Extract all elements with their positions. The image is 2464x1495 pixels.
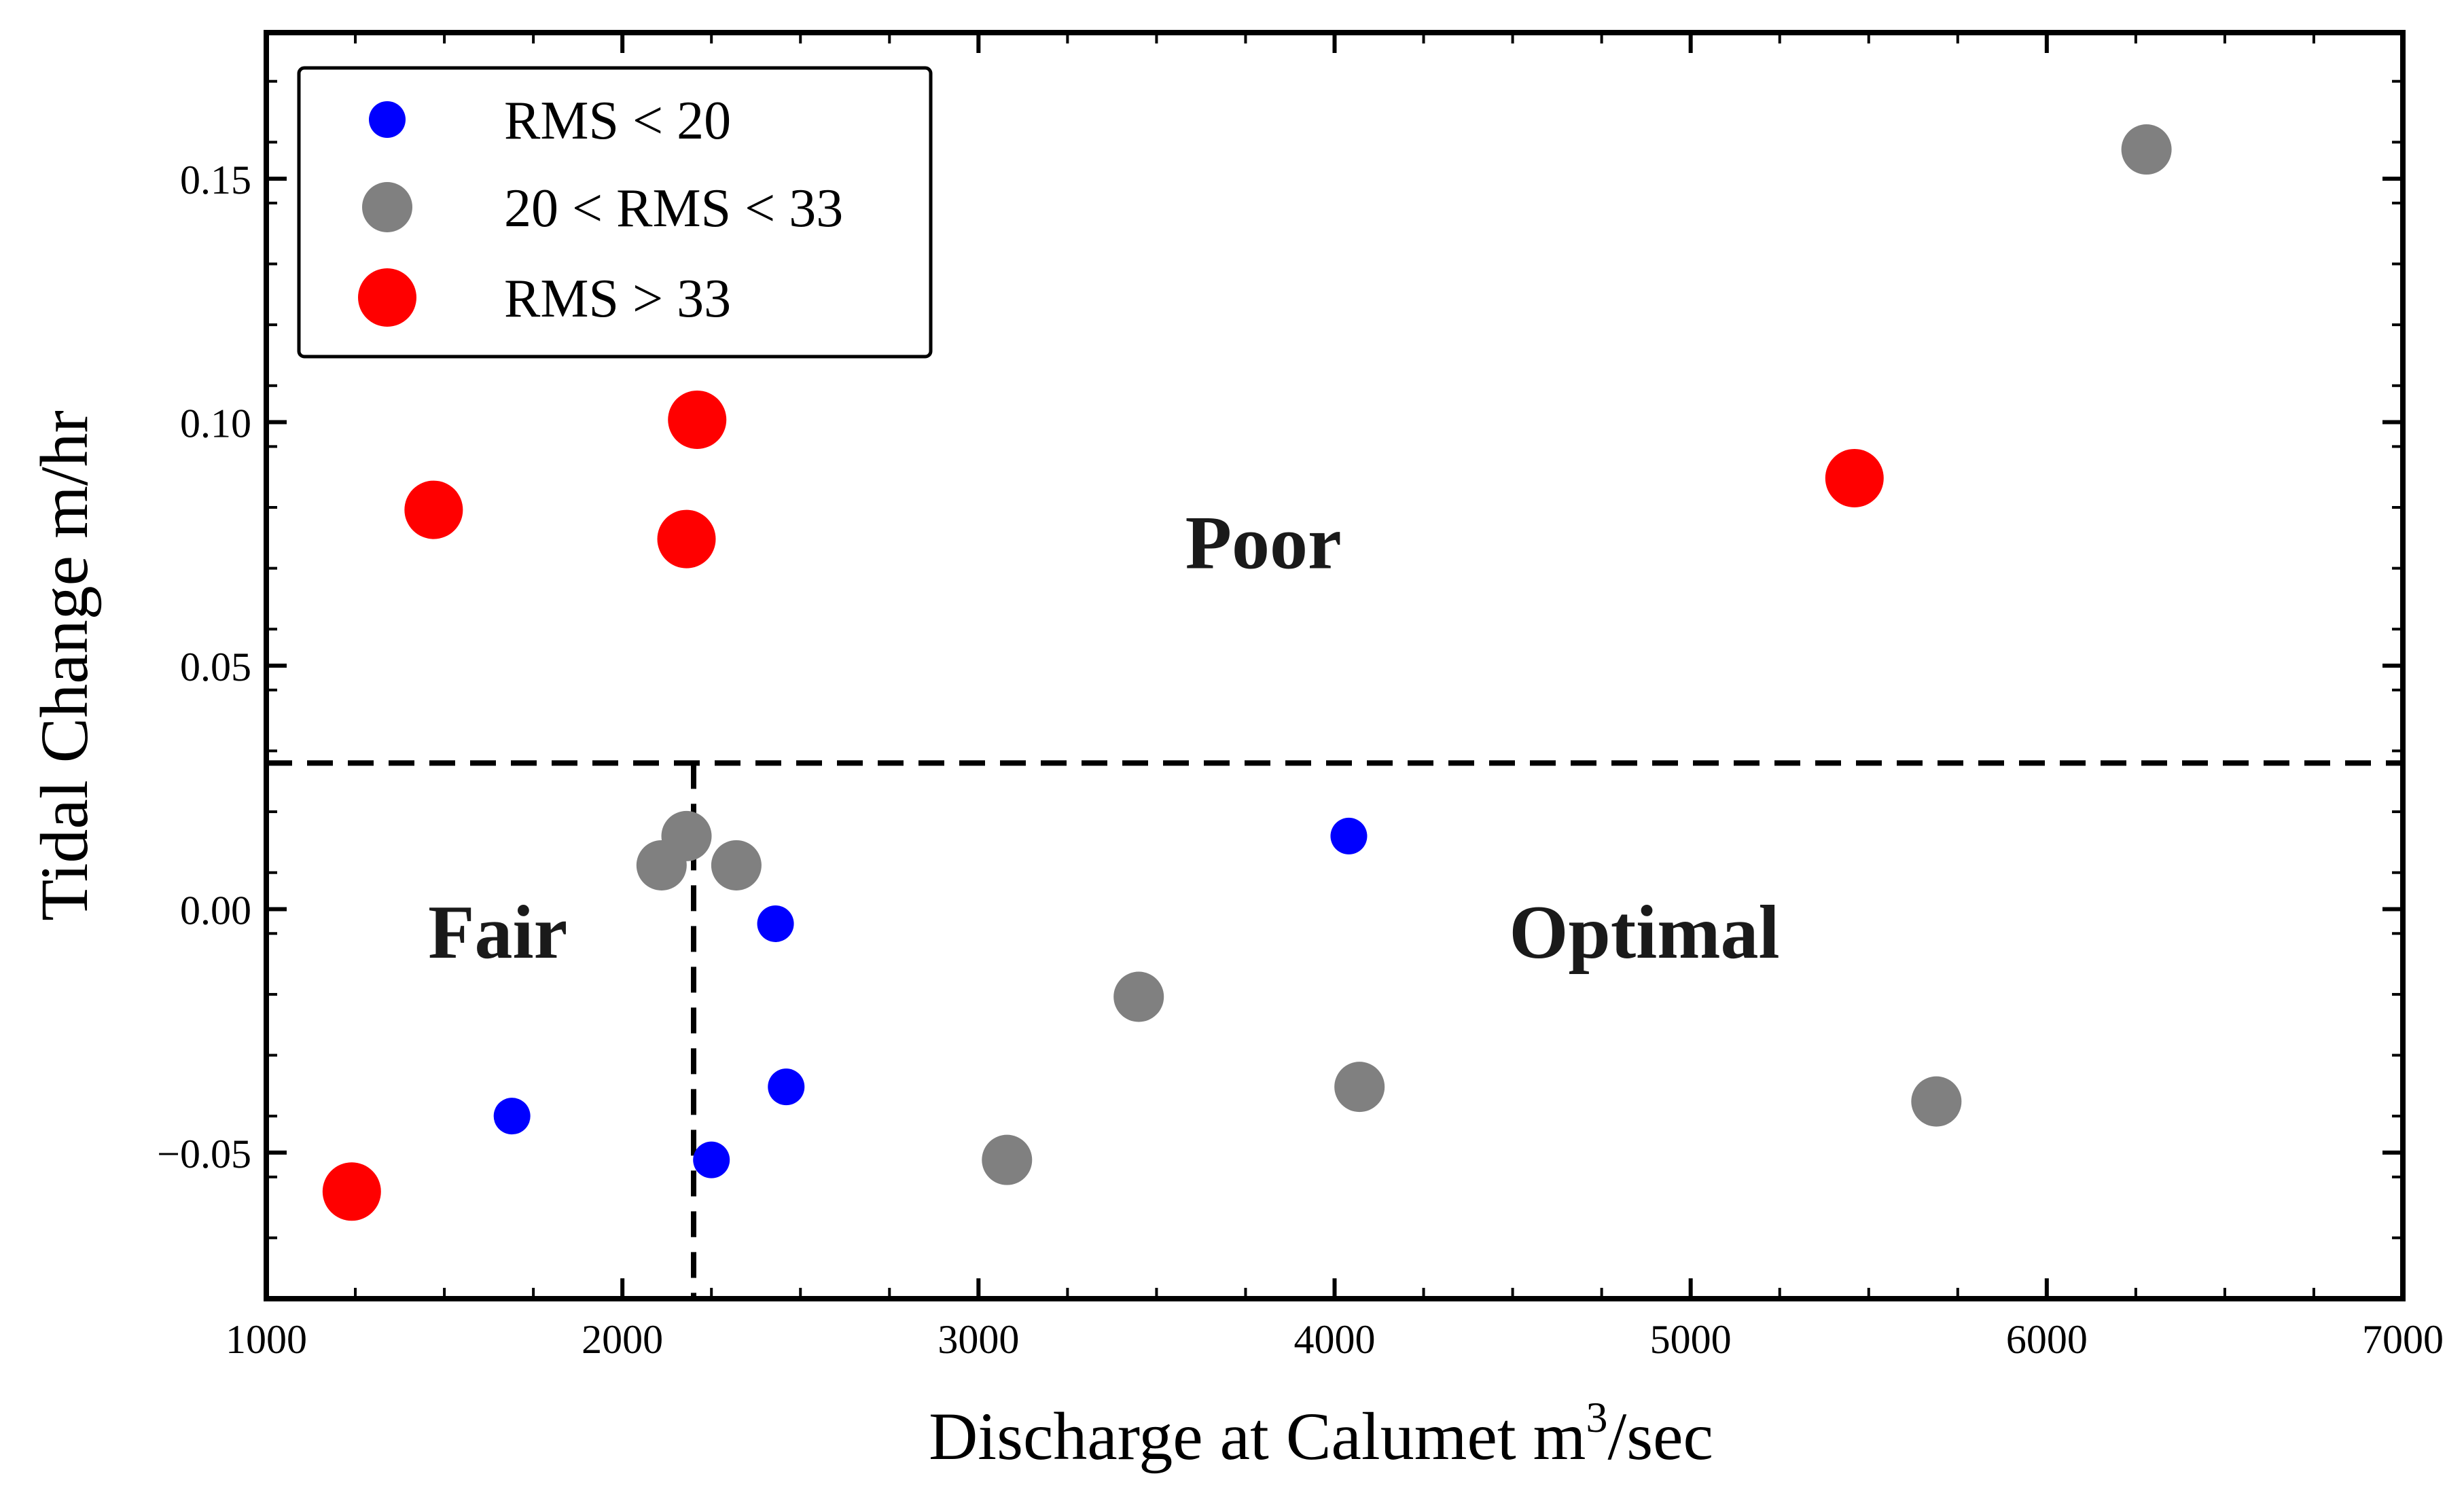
region-label-poor: Poor bbox=[1185, 501, 1342, 586]
y-tick-label: −0.05 bbox=[157, 1132, 251, 1176]
legend-label-3: RMS > 33 bbox=[504, 269, 731, 329]
y-axis-title: Tidal Change m/hr bbox=[26, 410, 102, 921]
legend-label-1: RMS < 20 bbox=[504, 91, 731, 151]
data-point-series-3 bbox=[1825, 448, 1884, 507]
data-point-series-3 bbox=[404, 480, 463, 539]
y-tick-label: 0.05 bbox=[180, 645, 251, 689]
plot-frame bbox=[264, 30, 2406, 1301]
legend-box bbox=[297, 66, 933, 359]
data-point-series-2 bbox=[1113, 971, 1164, 1022]
data-point-series-2 bbox=[1911, 1076, 1962, 1127]
data-point-series-1 bbox=[757, 905, 794, 942]
legend-marker-3 bbox=[358, 268, 416, 327]
data-point-series-3 bbox=[657, 509, 716, 569]
region-label-optimal: Optimal bbox=[1509, 890, 1779, 975]
data-point-series-2 bbox=[1334, 1062, 1385, 1113]
data-point-series-1 bbox=[693, 1141, 730, 1178]
data-point-series-3 bbox=[322, 1162, 381, 1221]
axis-ticks: 1000 2000 3000 4000 5000 6000 7000 −0.05 0.00 0.0… bbox=[157, 33, 2444, 1362]
data-point-series-1 bbox=[493, 1098, 531, 1135]
y-tick-label: 0.00 bbox=[180, 888, 251, 933]
data-point-series-3 bbox=[668, 390, 727, 449]
legend: RMS < 20 20 < RMS < 33 RMS > 33 bbox=[297, 66, 933, 359]
data-point-series-1 bbox=[768, 1068, 805, 1106]
x-tick-label: 1000 bbox=[226, 1317, 307, 1362]
x-tick-label: 7000 bbox=[2362, 1317, 2444, 1362]
x-tick-label: 6000 bbox=[2006, 1317, 2088, 1362]
legend-marker-1 bbox=[369, 101, 406, 138]
legend-marker-2 bbox=[362, 182, 412, 232]
x-tick-label: 5000 bbox=[1650, 1317, 1732, 1362]
data-point-series-2 bbox=[661, 810, 712, 861]
region-labels: Poor Fair Optimal bbox=[428, 501, 1780, 975]
region-label-fair: Fair bbox=[428, 890, 567, 975]
data-point-series-2 bbox=[2121, 124, 2172, 175]
legend-label-2: 20 < RMS < 33 bbox=[504, 179, 843, 238]
x-tick-label: 2000 bbox=[582, 1317, 663, 1362]
x-tick-label: 3000 bbox=[938, 1317, 1019, 1362]
data-point-series-1 bbox=[1330, 817, 1368, 854]
x-axis-title: Discharge at Calumet m3/sec bbox=[929, 1393, 1713, 1474]
y-tick-label: 0.15 bbox=[180, 158, 251, 202]
data-points bbox=[322, 124, 2172, 1221]
y-tick-label: 0.10 bbox=[180, 401, 251, 446]
x-tick-label: 4000 bbox=[1294, 1317, 1376, 1362]
data-point-series-2 bbox=[982, 1134, 1033, 1185]
data-point-series-2 bbox=[711, 840, 762, 890]
